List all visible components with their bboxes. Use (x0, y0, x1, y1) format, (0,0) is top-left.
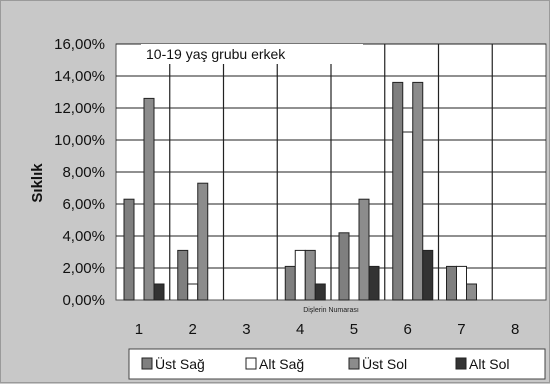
bar (177, 249, 189, 301)
y-tick-label: 6,00% (62, 196, 105, 213)
bar (284, 265, 296, 301)
bars (123, 81, 477, 301)
title-background (141, 44, 363, 64)
bar (294, 249, 306, 301)
y-tick-label: 12,00% (54, 100, 105, 117)
bar (338, 232, 350, 301)
bar (143, 97, 155, 301)
y-tick-label: 2,00% (62, 260, 105, 277)
bar (368, 265, 380, 301)
bar (153, 283, 165, 301)
bar (412, 81, 424, 301)
x-tick-label: 2 (188, 321, 196, 338)
bar (123, 198, 135, 301)
x-tick-label: 1 (135, 321, 143, 338)
bar (402, 131, 414, 301)
x-tick-label: 4 (296, 321, 304, 338)
x-tick-label: 6 (403, 321, 411, 338)
y-tick-label: 16,00% (54, 36, 105, 53)
bar (422, 249, 434, 301)
legend-swatch (141, 357, 153, 370)
chart-title: 10-19 yaş grubu erkek (146, 46, 286, 62)
y-tick-label: 0,00% (62, 292, 105, 309)
bar (466, 283, 477, 301)
y-axis-title: Sıklık (29, 163, 46, 203)
y-tick-label: 8,00% (62, 164, 105, 181)
legend-label: Üst Sol (362, 355, 407, 372)
bar (456, 265, 467, 301)
y-tick-label: 10,00% (54, 132, 105, 149)
x-axis-title: Dişlerin Numarası (303, 307, 359, 314)
legend: Üst Sağ Alt Sağ Üst Sol Alt Sol (128, 348, 546, 380)
bar (358, 198, 370, 301)
legend-swatch (455, 357, 467, 370)
x-tick-label: 7 (457, 321, 465, 338)
bar (197, 182, 209, 301)
y-tick-label: 4,00% (62, 228, 105, 245)
x-tick-label: 8 (511, 321, 519, 338)
legend-label: Üst Sağ (155, 355, 205, 372)
legend-box (128, 348, 546, 380)
x-tick-label: 5 (350, 321, 358, 338)
bar (446, 265, 457, 301)
bar (314, 283, 326, 301)
x-tick-label: 3 (242, 321, 250, 338)
bar (304, 249, 316, 301)
legend-label: Alt Sağ (259, 356, 304, 372)
legend-swatch (245, 357, 257, 370)
legend-swatch (348, 357, 360, 370)
legend-label: Alt Sol (469, 356, 509, 372)
y-tick-label: 14,00% (54, 68, 105, 85)
bar (187, 283, 199, 301)
y-tick-labels: 0,00% 2,00% 4,00% 6,00% 8,00% 10,00% 12,00% 14,… (54, 36, 105, 309)
x-tick-labels: 1 2 3 4 5 6 7 8 (135, 321, 520, 338)
bar (392, 81, 404, 301)
